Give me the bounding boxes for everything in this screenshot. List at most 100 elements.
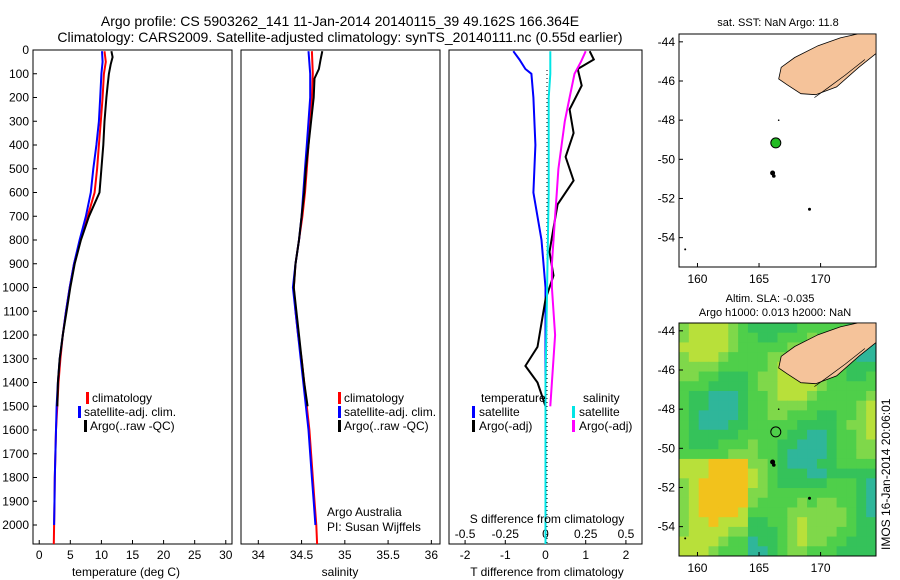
sla-cell <box>728 429 739 441</box>
pi-note: PI: Susan Wijffels <box>327 520 421 534</box>
sla-cell <box>777 449 788 460</box>
sla-cell <box>826 468 838 479</box>
sla-cell <box>728 468 739 479</box>
x-tick-label: 160 <box>687 272 707 286</box>
sla-cell <box>856 497 867 509</box>
sla-cell <box>846 439 857 450</box>
sla-cell <box>767 332 779 344</box>
sla-cell <box>807 488 818 499</box>
sla-cell <box>738 429 749 441</box>
sla-cell <box>866 536 876 547</box>
temperature-plot: 0100200300400500600700800900100011001200… <box>2 43 232 579</box>
sla-cell <box>708 400 719 411</box>
sla-cell <box>688 546 700 556</box>
sla-cell <box>787 332 798 344</box>
island <box>777 119 780 121</box>
sla-cell <box>826 517 838 528</box>
legend-swatch-t-argo <box>472 420 475 432</box>
sla-cell <box>747 488 759 499</box>
sla-cell <box>866 439 876 450</box>
sla-cell <box>767 507 779 518</box>
sla-cell <box>846 400 857 411</box>
sla-cell <box>836 449 848 460</box>
sla-cell <box>767 410 779 421</box>
sla-cell <box>767 361 779 373</box>
legend-title-salinity: salinity <box>583 391 620 405</box>
sla-cell <box>767 390 779 402</box>
sla-cell <box>679 429 690 441</box>
sla-cell <box>807 526 818 538</box>
y-tick-label: 700 <box>9 209 29 223</box>
x-tick-label: -1 <box>500 548 511 562</box>
sla-cell <box>679 323 690 334</box>
sla-map-subtitle: Argo h1000: 0.013 h2000: NaN <box>699 307 851 319</box>
temperature-axis-label: temperature (deg C) <box>72 565 180 579</box>
sla-cell <box>757 352 769 363</box>
sla-cell <box>816 410 828 421</box>
sla-cell <box>747 352 759 363</box>
sla-cell <box>688 381 700 392</box>
legend-label-argo: Argo(..raw -QC) <box>344 419 429 433</box>
sla-cell <box>698 478 710 489</box>
sla-cell <box>708 546 719 556</box>
legend-label-s-argo: Argo(-adj) <box>579 419 632 433</box>
sla-cell <box>698 507 710 518</box>
sla-cell <box>679 458 690 470</box>
sla-cell <box>777 400 788 411</box>
sla-cell <box>807 458 818 470</box>
sla-cell <box>747 507 759 518</box>
y-tick-label: 300 <box>9 114 29 128</box>
sla-cell <box>757 488 769 499</box>
sla-cell <box>826 536 838 547</box>
sla-cell <box>728 420 739 431</box>
sla-cell <box>708 458 719 470</box>
sla-cell <box>767 352 779 363</box>
sla-cell <box>787 381 798 392</box>
south-island-land <box>778 33 877 96</box>
sla-cell <box>826 400 838 411</box>
sla-cell <box>787 410 798 421</box>
sla-cell <box>708 536 719 547</box>
sla-cell <box>816 381 828 392</box>
sla-cell <box>718 526 729 538</box>
sla-cell <box>757 517 769 528</box>
sla-cell <box>679 410 690 421</box>
sla-cell <box>807 410 818 421</box>
imos-timestamp: IMOS 16-Jan-2014 20:06:01 <box>879 398 893 550</box>
sla-cell <box>767 371 779 382</box>
sla-cell <box>777 371 788 382</box>
sla-cell <box>708 526 719 538</box>
y-tick-label: 600 <box>9 186 29 200</box>
sla-cell <box>757 546 769 556</box>
y-tick-label: -52 <box>658 480 676 494</box>
sla-cell <box>856 546 867 556</box>
y-tick-label: 1400 <box>2 376 29 390</box>
x-tick-label: 10 <box>95 548 109 562</box>
sla-cell <box>688 488 700 499</box>
sla-cell <box>797 458 808 470</box>
sla-cell <box>708 439 719 450</box>
sla-cell <box>718 410 729 421</box>
sla-cell <box>787 536 798 547</box>
sla-cell <box>698 381 710 392</box>
sla-cell <box>836 536 848 547</box>
sla-cell <box>797 449 808 460</box>
argo-australia-note: Argo Australia <box>327 505 402 519</box>
sla-cell <box>777 332 788 344</box>
sla-cell <box>846 536 857 547</box>
sla-cell <box>698 449 710 460</box>
sla-cell <box>846 449 857 460</box>
sla-cell <box>797 546 808 556</box>
sla-cell <box>767 429 779 441</box>
legend-swatch-climatology <box>338 392 341 404</box>
sla-cell <box>866 488 876 499</box>
sla-cell <box>688 332 700 344</box>
x-tick-label: 170 <box>811 272 831 286</box>
sla-cell <box>718 536 729 547</box>
sla-cell <box>688 517 700 528</box>
sla-cell <box>846 497 857 509</box>
sla-cell <box>807 497 818 509</box>
y-tick-label: -50 <box>658 152 676 166</box>
sla-cell <box>757 507 769 518</box>
sla-cell <box>688 410 700 421</box>
